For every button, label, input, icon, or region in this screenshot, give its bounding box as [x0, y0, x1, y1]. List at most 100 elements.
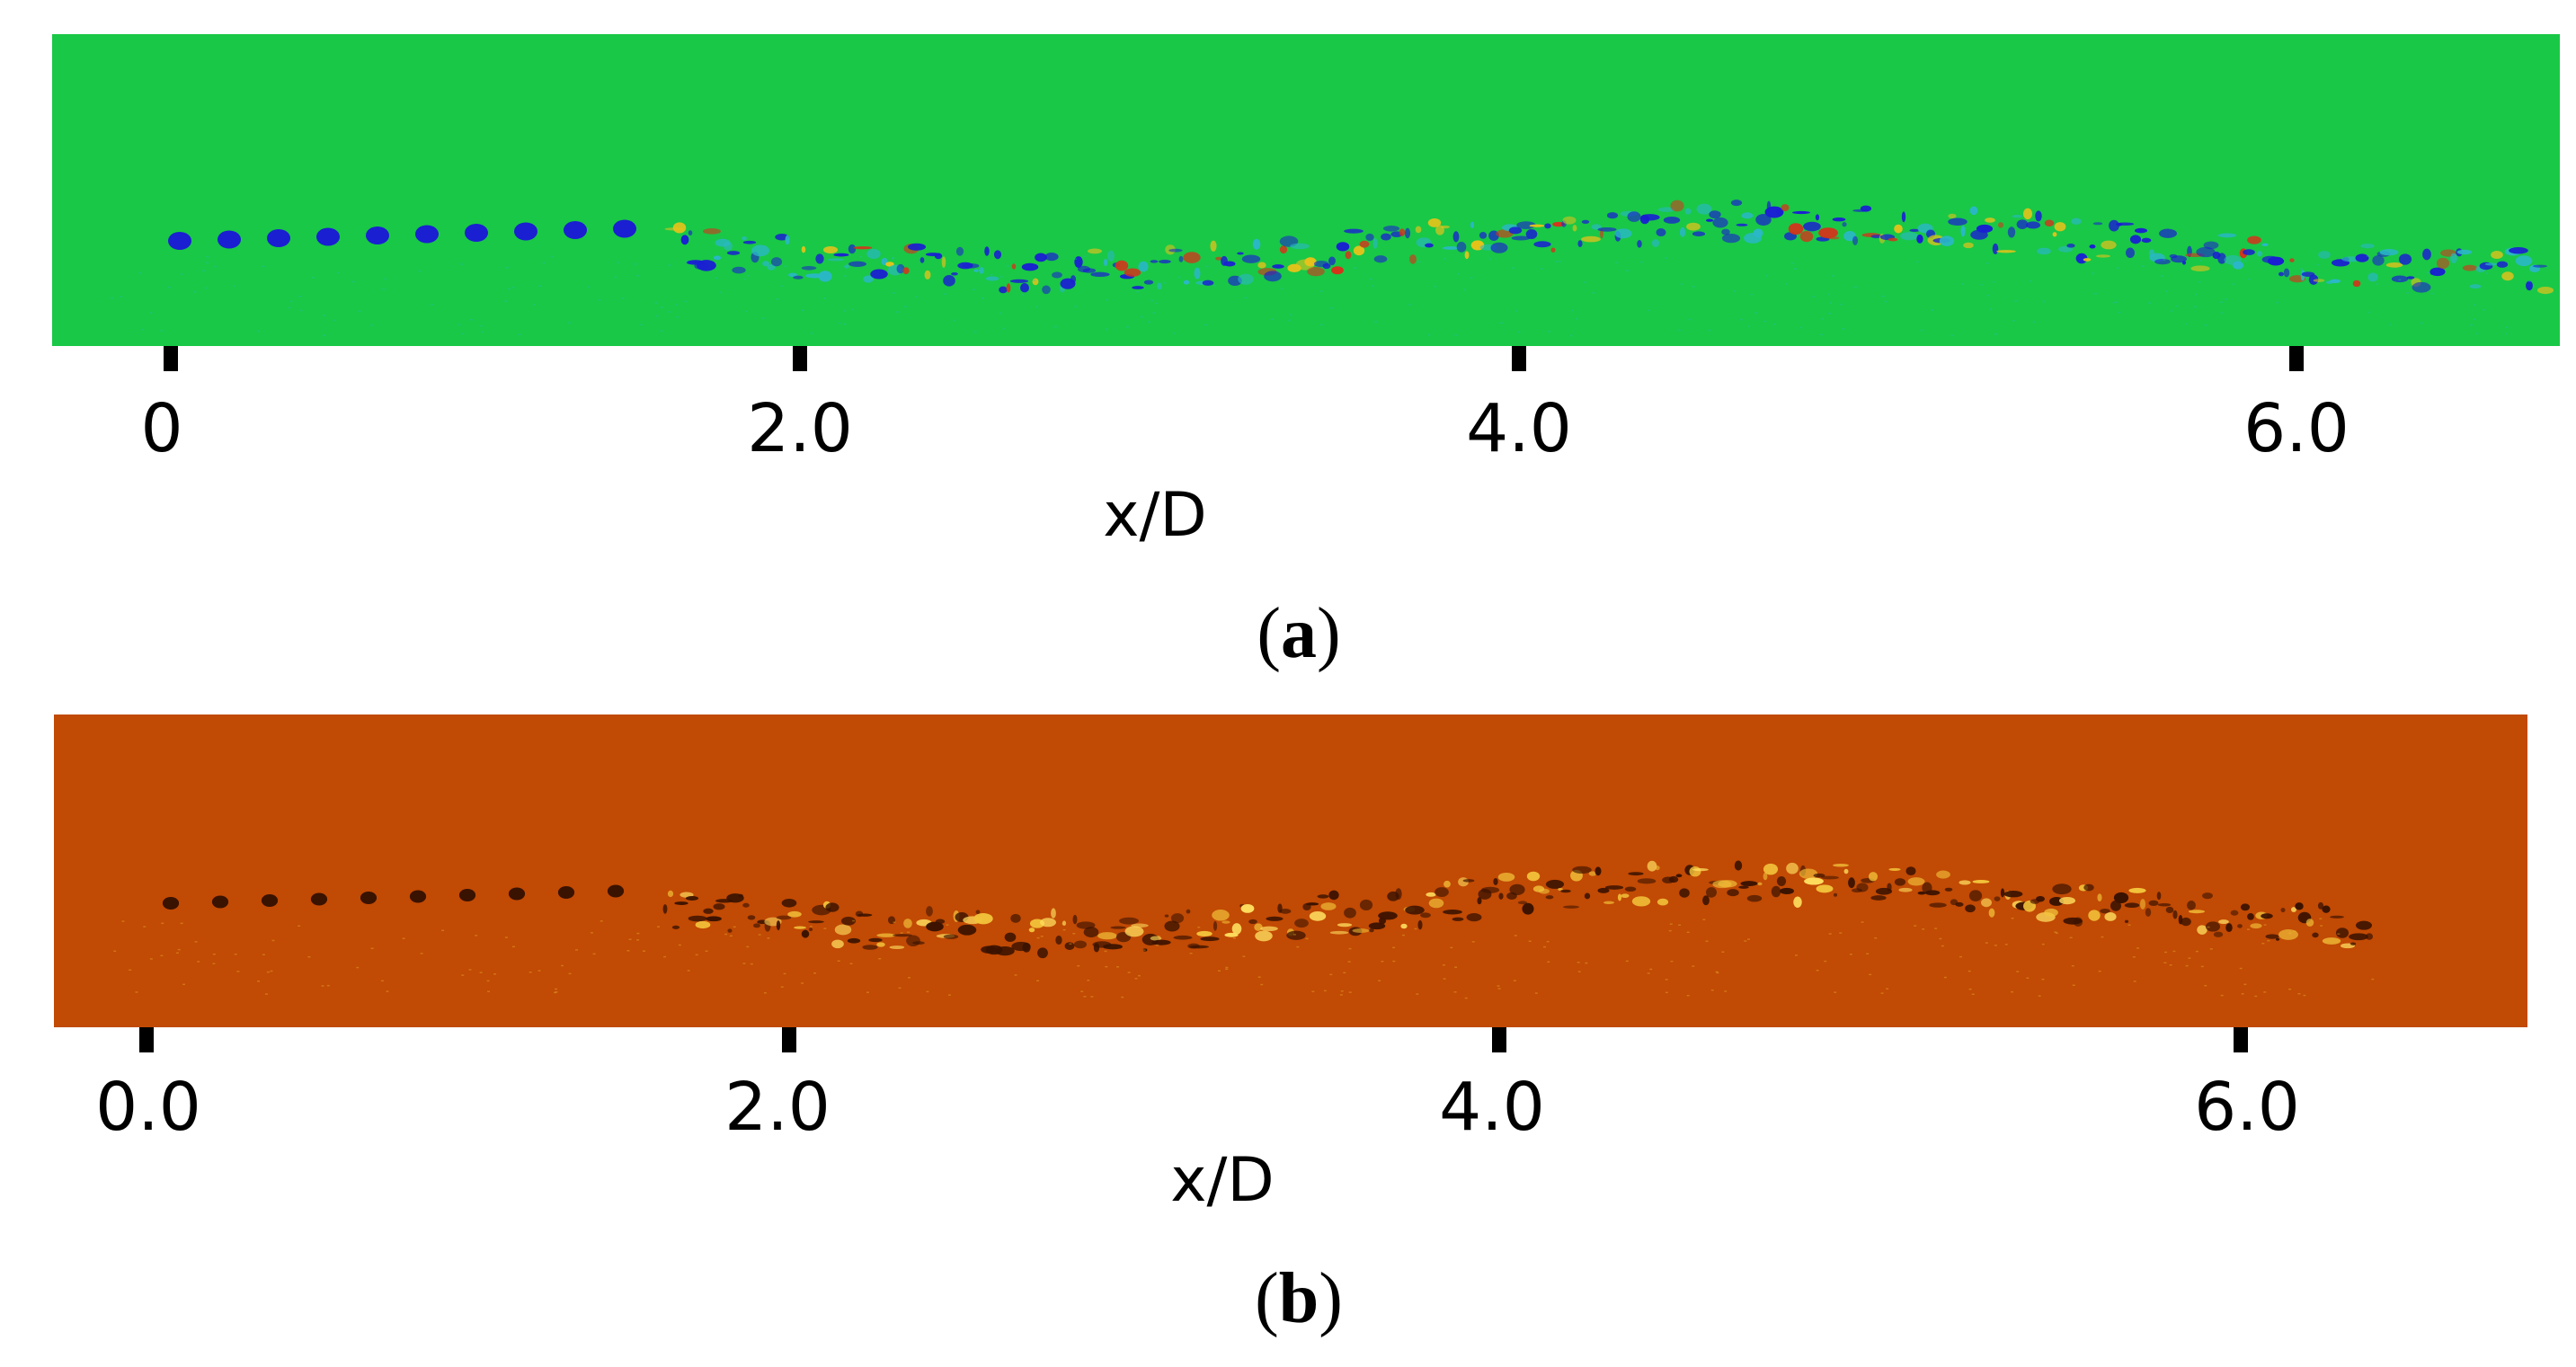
wake-fragment — [1746, 894, 1763, 902]
wake-fragment — [1786, 862, 1799, 874]
wake-fragment — [1186, 909, 1191, 914]
wake-fragment — [1996, 250, 2016, 253]
noise-fragment — [660, 330, 663, 333]
wake-fragment — [1588, 871, 1597, 876]
noise-fragment — [493, 972, 497, 975]
wake-fragment — [1730, 200, 1743, 207]
noise-fragment — [2376, 283, 2379, 285]
noise-fragment — [990, 273, 993, 276]
noise-fragment — [2198, 280, 2201, 283]
noise-fragment — [1074, 258, 1078, 261]
noise-fragment — [705, 950, 708, 952]
wake-fragment — [2218, 919, 2229, 925]
wake-fragment — [1131, 923, 1149, 928]
wake-fragment — [1480, 886, 1500, 893]
noise-fragment — [1834, 991, 1837, 993]
noise-fragment — [2184, 323, 2188, 325]
noise-fragment — [2014, 300, 2018, 302]
wake-fragment — [1960, 225, 1966, 237]
wake-fragment — [1456, 241, 1467, 253]
noise-fragment — [2195, 293, 2198, 296]
wake-fragment — [781, 898, 797, 908]
tick-mark — [782, 1027, 796, 1052]
noise-fragment — [1329, 973, 1333, 976]
noise-fragment — [946, 924, 949, 926]
wake-fragment — [2250, 923, 2262, 929]
noise-fragment — [1853, 286, 1857, 288]
wake-fragment — [2237, 924, 2243, 928]
noise-fragment — [1884, 300, 1888, 303]
wake-fragment — [1689, 866, 1701, 877]
wake-fragment — [1345, 251, 1352, 260]
axis-title: x/D — [1170, 1145, 1275, 1216]
wake-fragment — [1936, 870, 1950, 879]
wake-fragment — [815, 253, 824, 264]
noise-fragment — [1670, 960, 1674, 963]
noise-fragment — [1839, 932, 1843, 934]
wake-fragment — [1331, 266, 1344, 275]
noise-fragment — [266, 971, 270, 973]
wake-fragment — [1336, 242, 1350, 252]
noise-fragment — [1189, 952, 1193, 954]
wake-fragment — [1738, 885, 1749, 889]
wake-fragment — [672, 222, 687, 234]
wake-fragment — [1771, 885, 1781, 898]
noise-fragment — [120, 296, 123, 297]
noise-fragment — [1080, 990, 1084, 992]
noise-fragment — [2420, 322, 2423, 324]
noise-fragment — [1721, 951, 1725, 953]
wake-fragment — [2044, 219, 2055, 226]
wake-fragment — [2280, 908, 2286, 913]
noise-fragment — [600, 920, 603, 922]
wake-fragment — [1944, 887, 1953, 892]
wake-fragment — [801, 245, 806, 253]
wake-fragment — [2066, 244, 2075, 248]
noise-fragment — [1547, 330, 1550, 333]
wake-fragment — [1307, 267, 1325, 277]
noise-fragment — [810, 332, 813, 334]
noise-fragment — [590, 932, 593, 934]
wake-fragment — [1119, 917, 1139, 925]
wake-fragment — [2124, 902, 2140, 909]
noise-fragment — [1994, 945, 1997, 946]
wake-fragment — [903, 919, 912, 928]
wake-fragment — [1420, 912, 1431, 919]
noise-fragment — [1311, 990, 1315, 993]
noise-fragment — [2055, 932, 2058, 935]
noise-fragment — [2276, 301, 2279, 304]
wake-fragment — [2398, 253, 2412, 265]
wake-fragment — [1572, 225, 1577, 232]
noise-fragment — [1121, 996, 1124, 999]
noise-fragment — [943, 293, 946, 295]
noise-fragment — [2267, 939, 2270, 942]
wake-fragment — [1753, 228, 1763, 238]
noise-fragment — [1968, 988, 1972, 990]
noise-fragment — [202, 270, 206, 271]
wake-fragment — [1252, 238, 1261, 250]
wake-fragment — [2225, 923, 2233, 933]
noise-fragment — [149, 312, 153, 314]
wake-fragment — [1818, 227, 1838, 239]
noise-fragment — [1106, 298, 1109, 301]
noise-fragment — [1513, 980, 1516, 981]
noise-fragment — [1880, 992, 1884, 994]
wake-fragment — [2083, 258, 2092, 262]
wake-fragment — [2016, 219, 2029, 229]
noise-fragment — [555, 988, 558, 990]
noise-fragment — [358, 310, 361, 313]
vortex-blob — [409, 890, 427, 903]
noise-fragment — [852, 919, 856, 922]
noise-fragment — [1715, 971, 1719, 973]
wake-fragment — [862, 945, 878, 950]
noise-fragment — [2320, 925, 2323, 927]
noise-fragment — [663, 955, 667, 958]
noise-fragment — [1555, 261, 1559, 263]
noise-fragment — [1747, 325, 1751, 327]
wake-fragment — [1637, 240, 1642, 248]
noise-fragment — [1002, 327, 1006, 330]
wake-fragment — [2197, 925, 2207, 935]
noise-fragment — [1716, 972, 1719, 974]
wake-fragment — [1508, 226, 1523, 235]
noise-fragment — [1575, 317, 1578, 320]
noise-fragment — [386, 990, 389, 992]
